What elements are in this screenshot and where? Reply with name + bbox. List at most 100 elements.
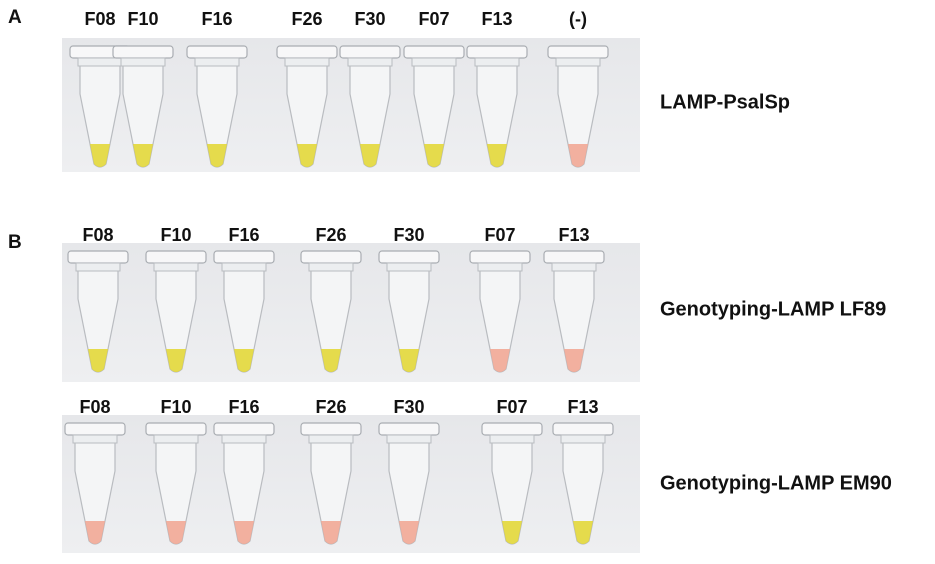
tube: [145, 422, 207, 545]
tube-rim: [194, 57, 240, 67]
panel-label: B: [8, 232, 22, 253]
tube-rim: [72, 434, 118, 444]
tube-liquid: [399, 349, 419, 372]
tube-liquid: [166, 521, 186, 544]
tube: [145, 250, 207, 373]
tube-rim: [551, 262, 597, 272]
row-title: Genotyping-LAMP EM90: [660, 472, 892, 494]
tube: [300, 250, 362, 373]
tube-rim: [489, 434, 535, 444]
tube-cap: [186, 45, 248, 59]
tube-liquid: [490, 349, 510, 372]
tube: [213, 250, 275, 373]
tube-label: F16: [201, 9, 232, 29]
tube-cap: [300, 250, 362, 264]
tube-label: F07: [484, 225, 515, 245]
tube: [481, 422, 543, 545]
tube-rim: [153, 434, 199, 444]
tube-label: F08: [82, 225, 113, 245]
tube-cap: [145, 422, 207, 436]
tube-liquid: [360, 144, 380, 167]
tube-rim: [153, 262, 199, 272]
tube-liquid: [399, 521, 419, 544]
tube-rim: [308, 262, 354, 272]
tube: [547, 45, 609, 168]
tube-label: F30: [393, 225, 424, 245]
tube-cap: [466, 45, 528, 59]
tube-label: F16: [228, 225, 259, 245]
tube-cap: [213, 250, 275, 264]
tube-label: F07: [418, 9, 449, 29]
tube-rim: [411, 57, 457, 67]
tube: [64, 422, 126, 545]
row-title: Genotyping-LAMP LF89: [660, 298, 886, 320]
tube-liquid: [234, 349, 254, 372]
tube: [552, 422, 614, 545]
tube-label: F26: [315, 397, 346, 417]
tube-label: F26: [315, 225, 346, 245]
tube-liquid: [234, 521, 254, 544]
tube-cap: [378, 422, 440, 436]
tube-liquid: [564, 349, 584, 372]
tube-label: F13: [481, 9, 512, 29]
tube-cap: [64, 422, 126, 436]
tube-rim: [120, 57, 166, 67]
tube-rim: [221, 262, 267, 272]
tube-liquid: [321, 349, 341, 372]
tube-liquid: [568, 144, 588, 167]
tube-label: F13: [558, 225, 589, 245]
tube-liquid: [166, 349, 186, 372]
tube-label: F07: [496, 397, 527, 417]
tube-liquid: [297, 144, 317, 167]
tube-liquid: [502, 521, 522, 544]
tube: [213, 422, 275, 545]
tube-liquid: [321, 521, 341, 544]
tube-label: F30: [354, 9, 385, 29]
tube-cap: [213, 422, 275, 436]
panel-label: A: [8, 7, 22, 28]
tube-cap: [112, 45, 174, 59]
tube: [339, 45, 401, 168]
tube: [378, 250, 440, 373]
tube-rim: [386, 262, 432, 272]
tube-rim: [386, 434, 432, 444]
tube-label: F10: [127, 9, 158, 29]
tube-cap: [481, 422, 543, 436]
tube-rim: [347, 57, 393, 67]
tube-rim: [284, 57, 330, 67]
tube-liquid: [487, 144, 507, 167]
tube-label: F26: [291, 9, 322, 29]
tube-label: F10: [160, 225, 191, 245]
tube-cap: [547, 45, 609, 59]
tube: [466, 45, 528, 168]
tube-cap: [300, 422, 362, 436]
tube-rim: [477, 262, 523, 272]
tube-label: F30: [393, 397, 424, 417]
tube-rim: [77, 57, 123, 67]
tube: [276, 45, 338, 168]
row-title: LAMP-PsalSp: [660, 91, 790, 113]
tube-liquid: [85, 521, 105, 544]
tube-liquid: [424, 144, 444, 167]
tube-label: F08: [79, 397, 110, 417]
tube-cap: [403, 45, 465, 59]
tube-label: F10: [160, 397, 191, 417]
tube-cap: [543, 250, 605, 264]
tube: [67, 250, 129, 373]
tube-liquid: [133, 144, 153, 167]
tube-liquid: [573, 521, 593, 544]
tube-rim: [555, 57, 601, 67]
tube-cap: [276, 45, 338, 59]
tube-cap: [145, 250, 207, 264]
tube-cap: [469, 250, 531, 264]
tube-rim: [75, 262, 121, 272]
tube: [543, 250, 605, 373]
tube: [403, 45, 465, 168]
tube-rim: [560, 434, 606, 444]
tube-liquid: [88, 349, 108, 372]
tube: [300, 422, 362, 545]
tube-liquid: [207, 144, 227, 167]
tube-cap: [552, 422, 614, 436]
tube-label: F08: [84, 9, 115, 29]
